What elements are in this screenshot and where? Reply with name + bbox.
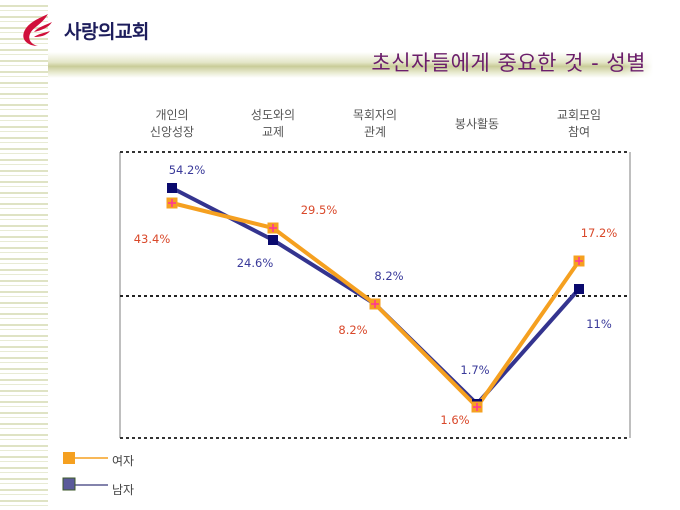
- female-marker-cross: [269, 224, 277, 232]
- male-marker: [268, 235, 278, 245]
- legend-label-male: 남자: [112, 483, 135, 497]
- data-label: 17.2%: [581, 226, 618, 240]
- data-label: 1.6%: [440, 413, 469, 427]
- data-label: 8.2%: [374, 269, 403, 283]
- female-marker-cross: [575, 257, 583, 265]
- logo-text: 사랑의교회: [64, 20, 149, 43]
- male-marker: [574, 284, 584, 294]
- data-label: 8.2%: [338, 323, 367, 337]
- data-label: 11%: [586, 317, 612, 331]
- flame-logo-icon: [23, 14, 52, 46]
- category-label: 개인의: [155, 108, 188, 122]
- data-label: 1.7%: [460, 363, 489, 377]
- legend-label-female: 여자: [112, 454, 135, 468]
- series-markers: [166, 183, 585, 413]
- category-label: 참여: [568, 125, 590, 139]
- data-label: 54.2%: [169, 163, 206, 177]
- category-label: 신앙성장: [150, 125, 194, 139]
- data-label: 24.6%: [237, 256, 274, 270]
- category-label: 교회모임: [557, 108, 601, 122]
- data-label: 29.5%: [301, 203, 338, 217]
- legend-swatch-female: [63, 452, 75, 464]
- female-marker-cross: [371, 300, 379, 308]
- category-label: 봉사활동: [455, 117, 499, 131]
- decorative-stripes: [0, 0, 48, 510]
- female-marker-cross: [473, 403, 481, 411]
- category-label: 성도와의: [251, 108, 295, 122]
- category-label: 관계: [364, 125, 386, 139]
- category-label: 목회자의: [353, 108, 397, 122]
- male-marker: [167, 183, 177, 193]
- logo: 사랑의교회: [18, 12, 149, 48]
- chart-frame: [119, 151, 631, 439]
- data-label: 43.4%: [134, 232, 171, 246]
- series-lines: [171, 186, 581, 409]
- legend: [62, 452, 108, 491]
- female-marker-cross: [168, 199, 176, 207]
- data-labels: 54.2% 24.6% 8.2% 1.7% 11% 43.4% 29.5% 8.2% 1.6% 1…: [134, 163, 618, 427]
- category-label: 교제: [262, 125, 284, 139]
- legend-swatch-male: [62, 477, 76, 491]
- title-band: [48, 52, 653, 78]
- page-title: 초신자들에게 중요한 것 - 성별: [371, 51, 646, 75]
